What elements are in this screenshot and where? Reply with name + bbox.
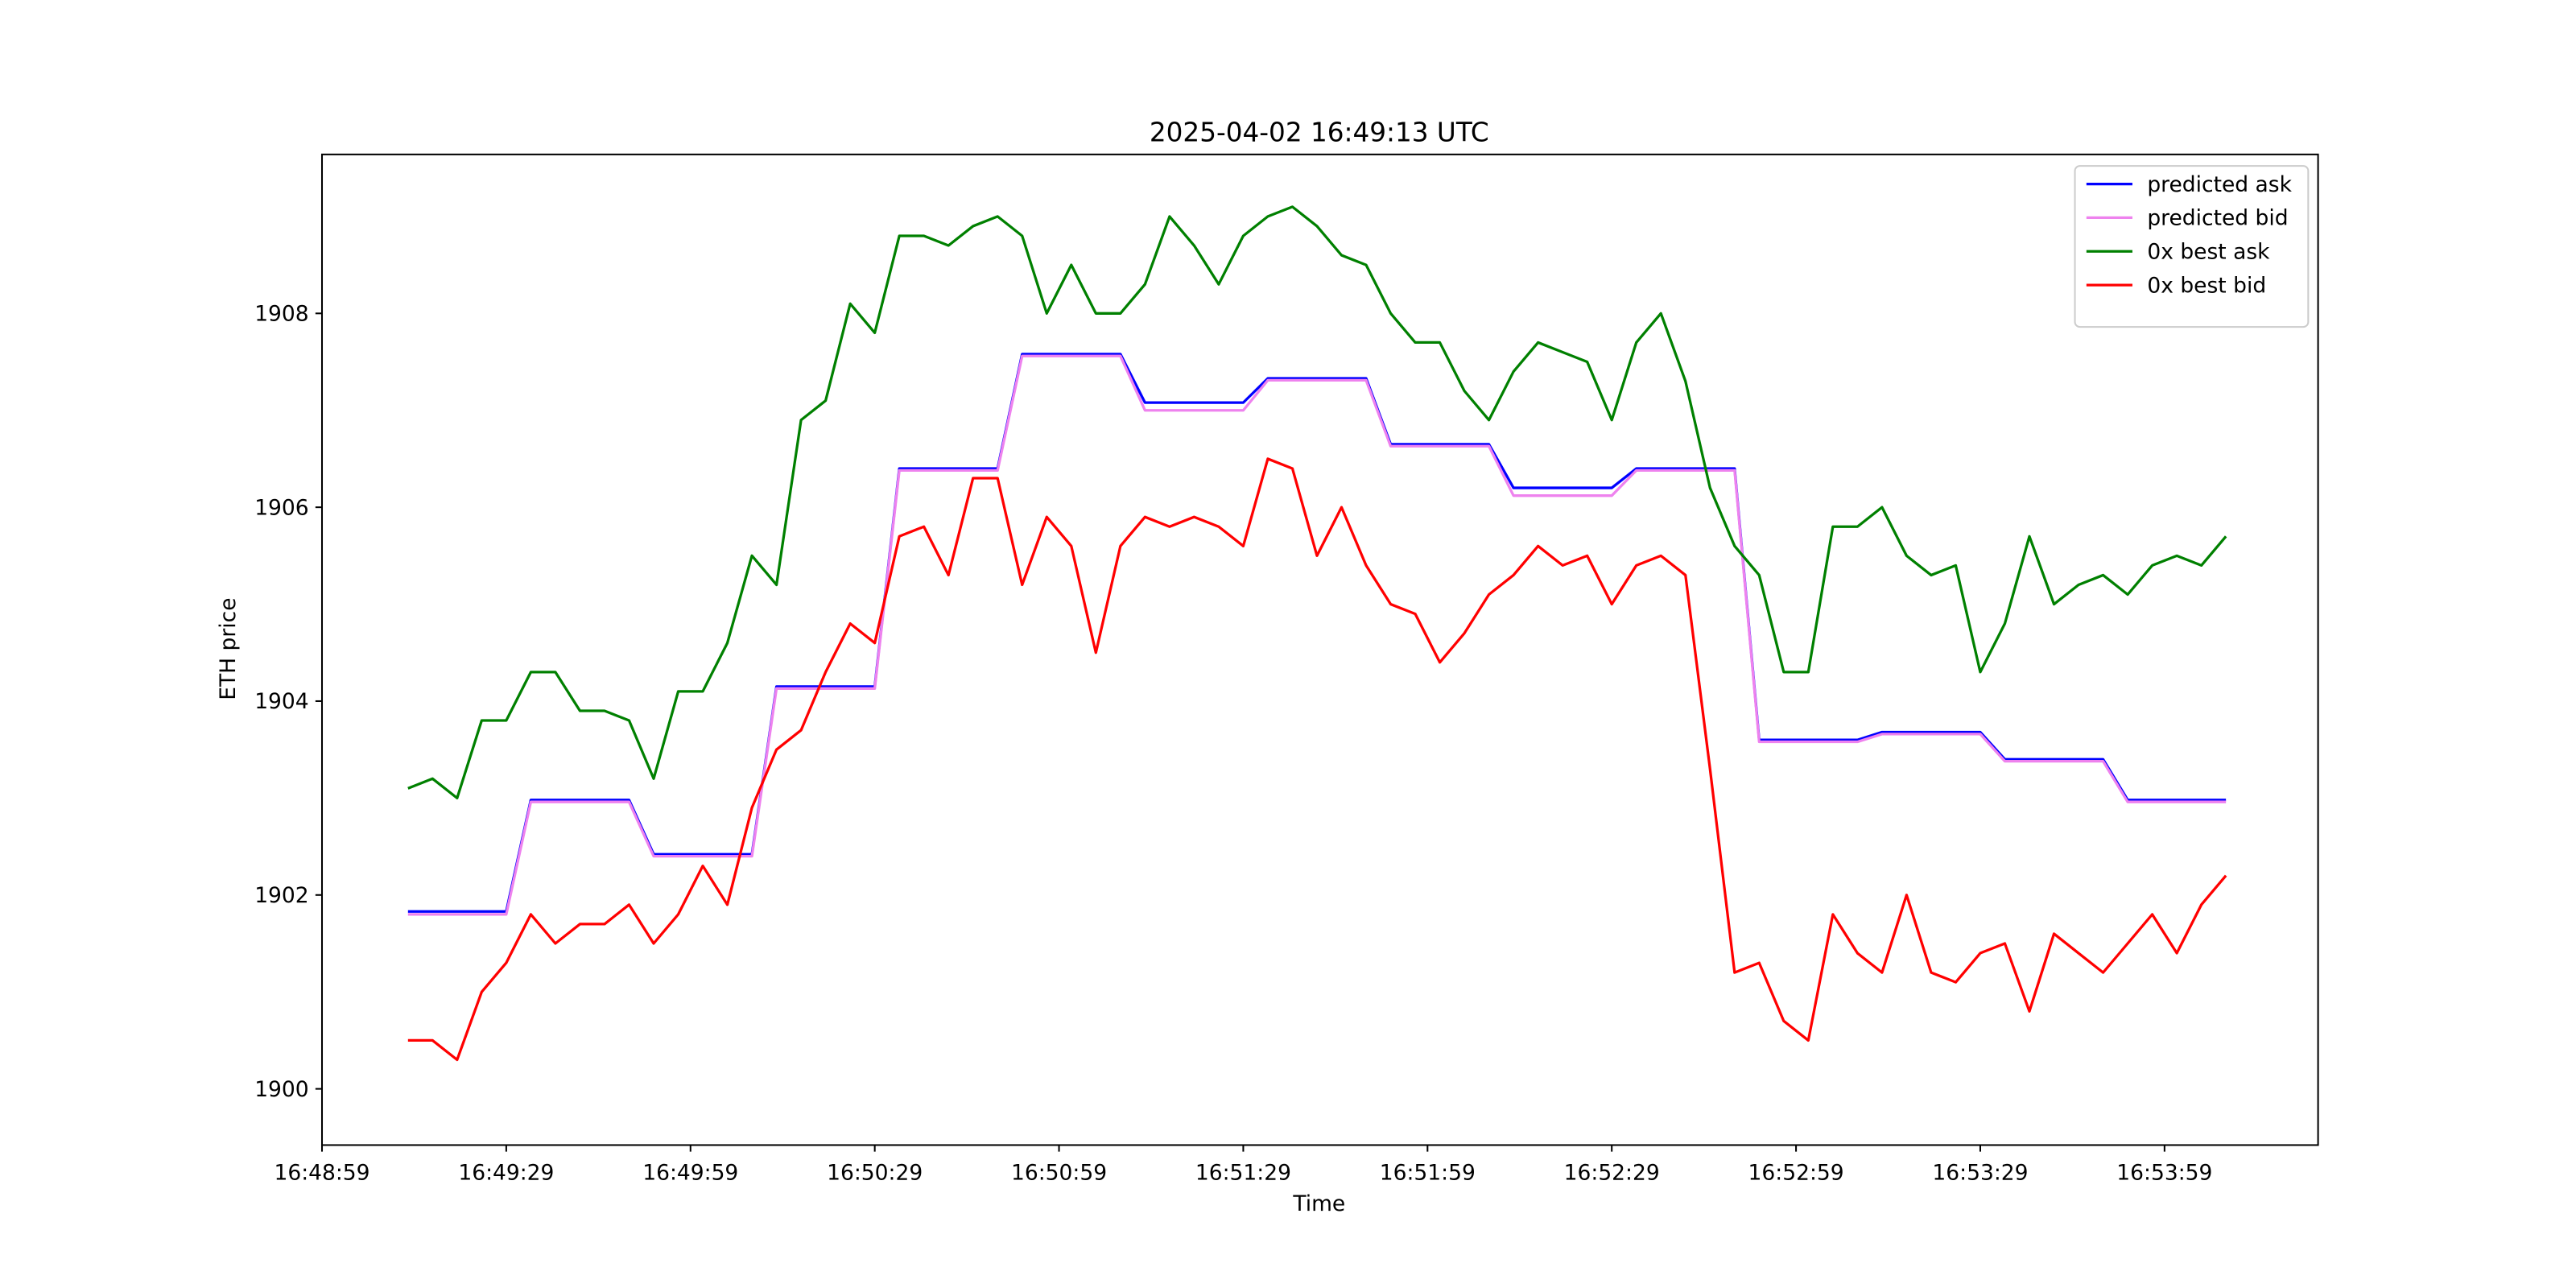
x-tick-label: 16:52:29 (1564, 1160, 1660, 1185)
x-tick-label: 16:50:59 (1011, 1160, 1107, 1185)
x-tick-label: 16:51:29 (1195, 1160, 1291, 1185)
x-tick-label: 16:53:29 (1932, 1160, 2028, 1185)
y-axis-label: ETH price (216, 597, 241, 700)
legend-label: 0x best ask (2147, 239, 2270, 264)
y-tick-label: 1904 (254, 689, 308, 714)
x-tick-label: 16:49:29 (458, 1160, 554, 1185)
y-tick-label: 1908 (254, 301, 308, 326)
legend-label: predicted bid (2147, 206, 2288, 231)
legend: predicted ask predicted bid 0x best ask 0x … (2074, 165, 2310, 328)
x-tick-label: 16:51:59 (1380, 1160, 1476, 1185)
x-axis-label: Time (1292, 1191, 1345, 1216)
series-line (407, 457, 2227, 1062)
series-line (407, 353, 2227, 913)
plot-frame (320, 153, 2319, 1146)
legend-label: predicted ask (2147, 172, 2292, 197)
y-tick-label: 1902 (254, 883, 308, 908)
x-tick-label: 16:48:59 (274, 1160, 369, 1185)
x-tick-label: 16:50:29 (827, 1160, 923, 1185)
y-tick-label: 1900 (254, 1077, 308, 1102)
series-line (407, 205, 2227, 799)
legend-box (2074, 165, 2310, 328)
x-tick-label: 16:49:59 (642, 1160, 738, 1185)
x-tick-label: 16:53:59 (2116, 1160, 2212, 1185)
series-line (407, 354, 2227, 916)
legend-label: 0x best bid (2147, 273, 2266, 298)
chart-title: 2025-04-02 16:49:13 UTC (1150, 118, 1489, 148)
x-tick-label: 16:52:59 (1748, 1160, 1844, 1185)
y-tick-label: 1906 (254, 495, 308, 520)
